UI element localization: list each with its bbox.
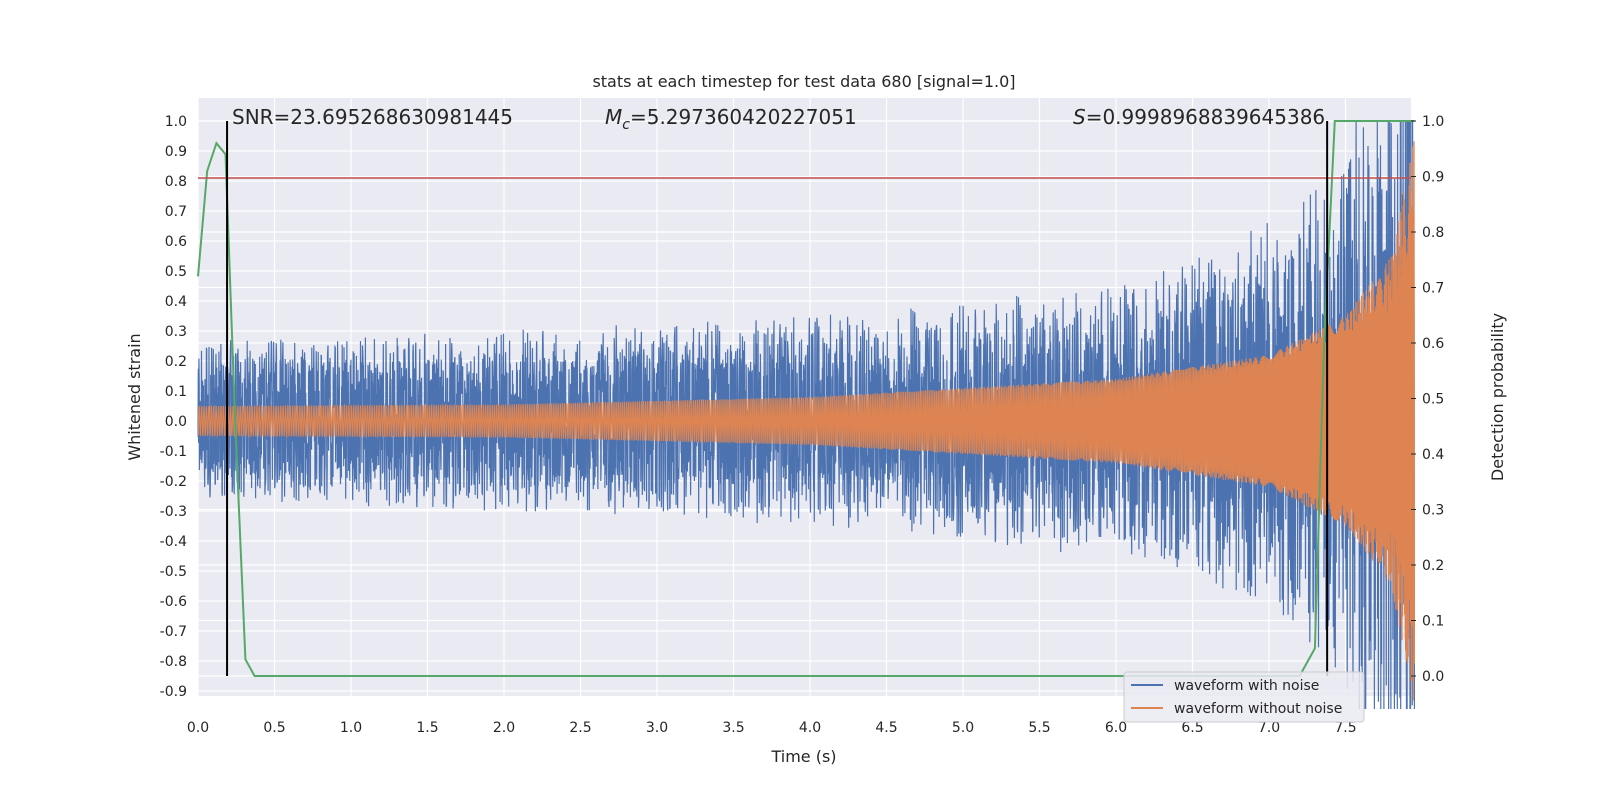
x-tick-label: 4.5 — [875, 720, 897, 736]
y-left-tick-label: -0.5 — [160, 564, 187, 580]
x-tick-label: 6.5 — [1181, 720, 1203, 736]
x-tick-label: 4.0 — [799, 720, 821, 736]
y-right-tick-label: 0.9 — [1422, 170, 1444, 186]
y-right-tick-label: 0.5 — [1422, 392, 1444, 408]
annotation-snr: SNR=23.695268630981445 — [232, 105, 513, 129]
y-left-tick-label: -0.6 — [160, 594, 187, 610]
score-symbol: S — [1073, 105, 1086, 129]
y-right-tick-label: 0.1 — [1422, 614, 1444, 630]
x-tick-label: 7.0 — [1258, 720, 1280, 736]
series-waveform-without-noise — [197, 141, 1415, 701]
y-left-tick-label: -0.1 — [160, 444, 187, 460]
legend-label-noise: waveform with noise — [1174, 678, 1319, 694]
x-tick-label: 7.5 — [1334, 720, 1356, 736]
y-right-tick-label: 0.6 — [1422, 336, 1444, 352]
x-tick-label: 6.0 — [1105, 720, 1127, 736]
x-tick-label: 1.0 — [340, 720, 362, 736]
y-left-tick-label: 0.2 — [165, 354, 187, 370]
reference-lines — [198, 121, 1411, 676]
y-left-tick-label: 0.4 — [165, 294, 187, 310]
x-tick-label: 3.0 — [646, 720, 668, 736]
y-left-tick-label: 0.6 — [165, 234, 187, 250]
legend-box — [1123, 671, 1365, 723]
y-left-tick-label: 0.9 — [165, 144, 187, 160]
y-left-tick-label: 0.3 — [165, 324, 187, 340]
y-left-tick-label: 0.8 — [165, 174, 187, 190]
y-left-tick-label: 0.5 — [165, 264, 187, 280]
chirp-mass-subscript: c — [622, 117, 630, 133]
annotation-chirp-mass: Mc=5.297360420227051 — [605, 105, 857, 133]
y-right-tick-label: 0.3 — [1422, 503, 1444, 519]
series-waveform-with-noise — [197, 120, 1415, 710]
y-right-tick-label: 0.2 — [1422, 558, 1444, 574]
y-left-tick-label: -0.4 — [160, 534, 187, 550]
y-left-tick-label: 0.7 — [165, 204, 187, 220]
y-right-tick-label: 0.4 — [1422, 447, 1444, 463]
legend-label-clean: waveform without noise — [1174, 701, 1342, 717]
y-axis-label-right: Detection probability — [1488, 313, 1507, 481]
x-tick-label: 1.5 — [416, 720, 438, 736]
x-tick-label: 2.0 — [493, 720, 515, 736]
y-left-tick-label: -0.8 — [160, 654, 187, 670]
y-right-tick-label: 0.7 — [1422, 281, 1444, 297]
y-left-tick-label: 0.0 — [165, 414, 187, 430]
x-tick-label: 5.0 — [952, 720, 974, 736]
y-left-tick-label: -0.9 — [160, 684, 187, 700]
y-left-tick-label: 0.1 — [165, 384, 187, 400]
chirp-mass-value: =5.297360420227051 — [630, 105, 857, 129]
annotation-score: S=0.9998968839645386 — [1073, 105, 1325, 129]
noisy-waveform-line — [197, 120, 1415, 710]
chart-title: stats at each timestep for test data 680… — [592, 72, 1015, 91]
x-tick-label: 0.0 — [187, 720, 209, 736]
x-tick-label: 2.5 — [569, 720, 591, 736]
x-tick-label: 3.5 — [722, 720, 744, 736]
y-axis-label-left: Whitened strain — [125, 333, 144, 460]
x-tick-label: 5.5 — [1028, 720, 1050, 736]
x-tick-label: 0.5 — [263, 720, 285, 736]
y-left-tick-label: -0.3 — [160, 504, 187, 520]
clean-waveform-line — [197, 141, 1415, 701]
y-right-tick-label: 0.8 — [1422, 225, 1444, 241]
y-right-tick-label: 1.0 — [1422, 114, 1444, 130]
y-right-tick-label: 0.0 — [1422, 669, 1444, 685]
x-axis-label: Time (s) — [770, 747, 836, 766]
y-left-tick-label: -0.7 — [160, 624, 187, 640]
tick-labels: 0.0 0.5 1.0 1.5 2.0 2.5 3.0 3.5 4.0 4.5 5.0 5.5 6.0 6… — [160, 114, 1445, 736]
chirp-mass-symbol: M — [605, 105, 622, 129]
score-value: =0.9998968839645386 — [1086, 105, 1325, 129]
y-left-tick-label: -0.2 — [160, 474, 187, 490]
y-left-tick-label: 1.0 — [165, 114, 187, 130]
legend: waveform with noise waveform without noi… — [1123, 671, 1365, 723]
